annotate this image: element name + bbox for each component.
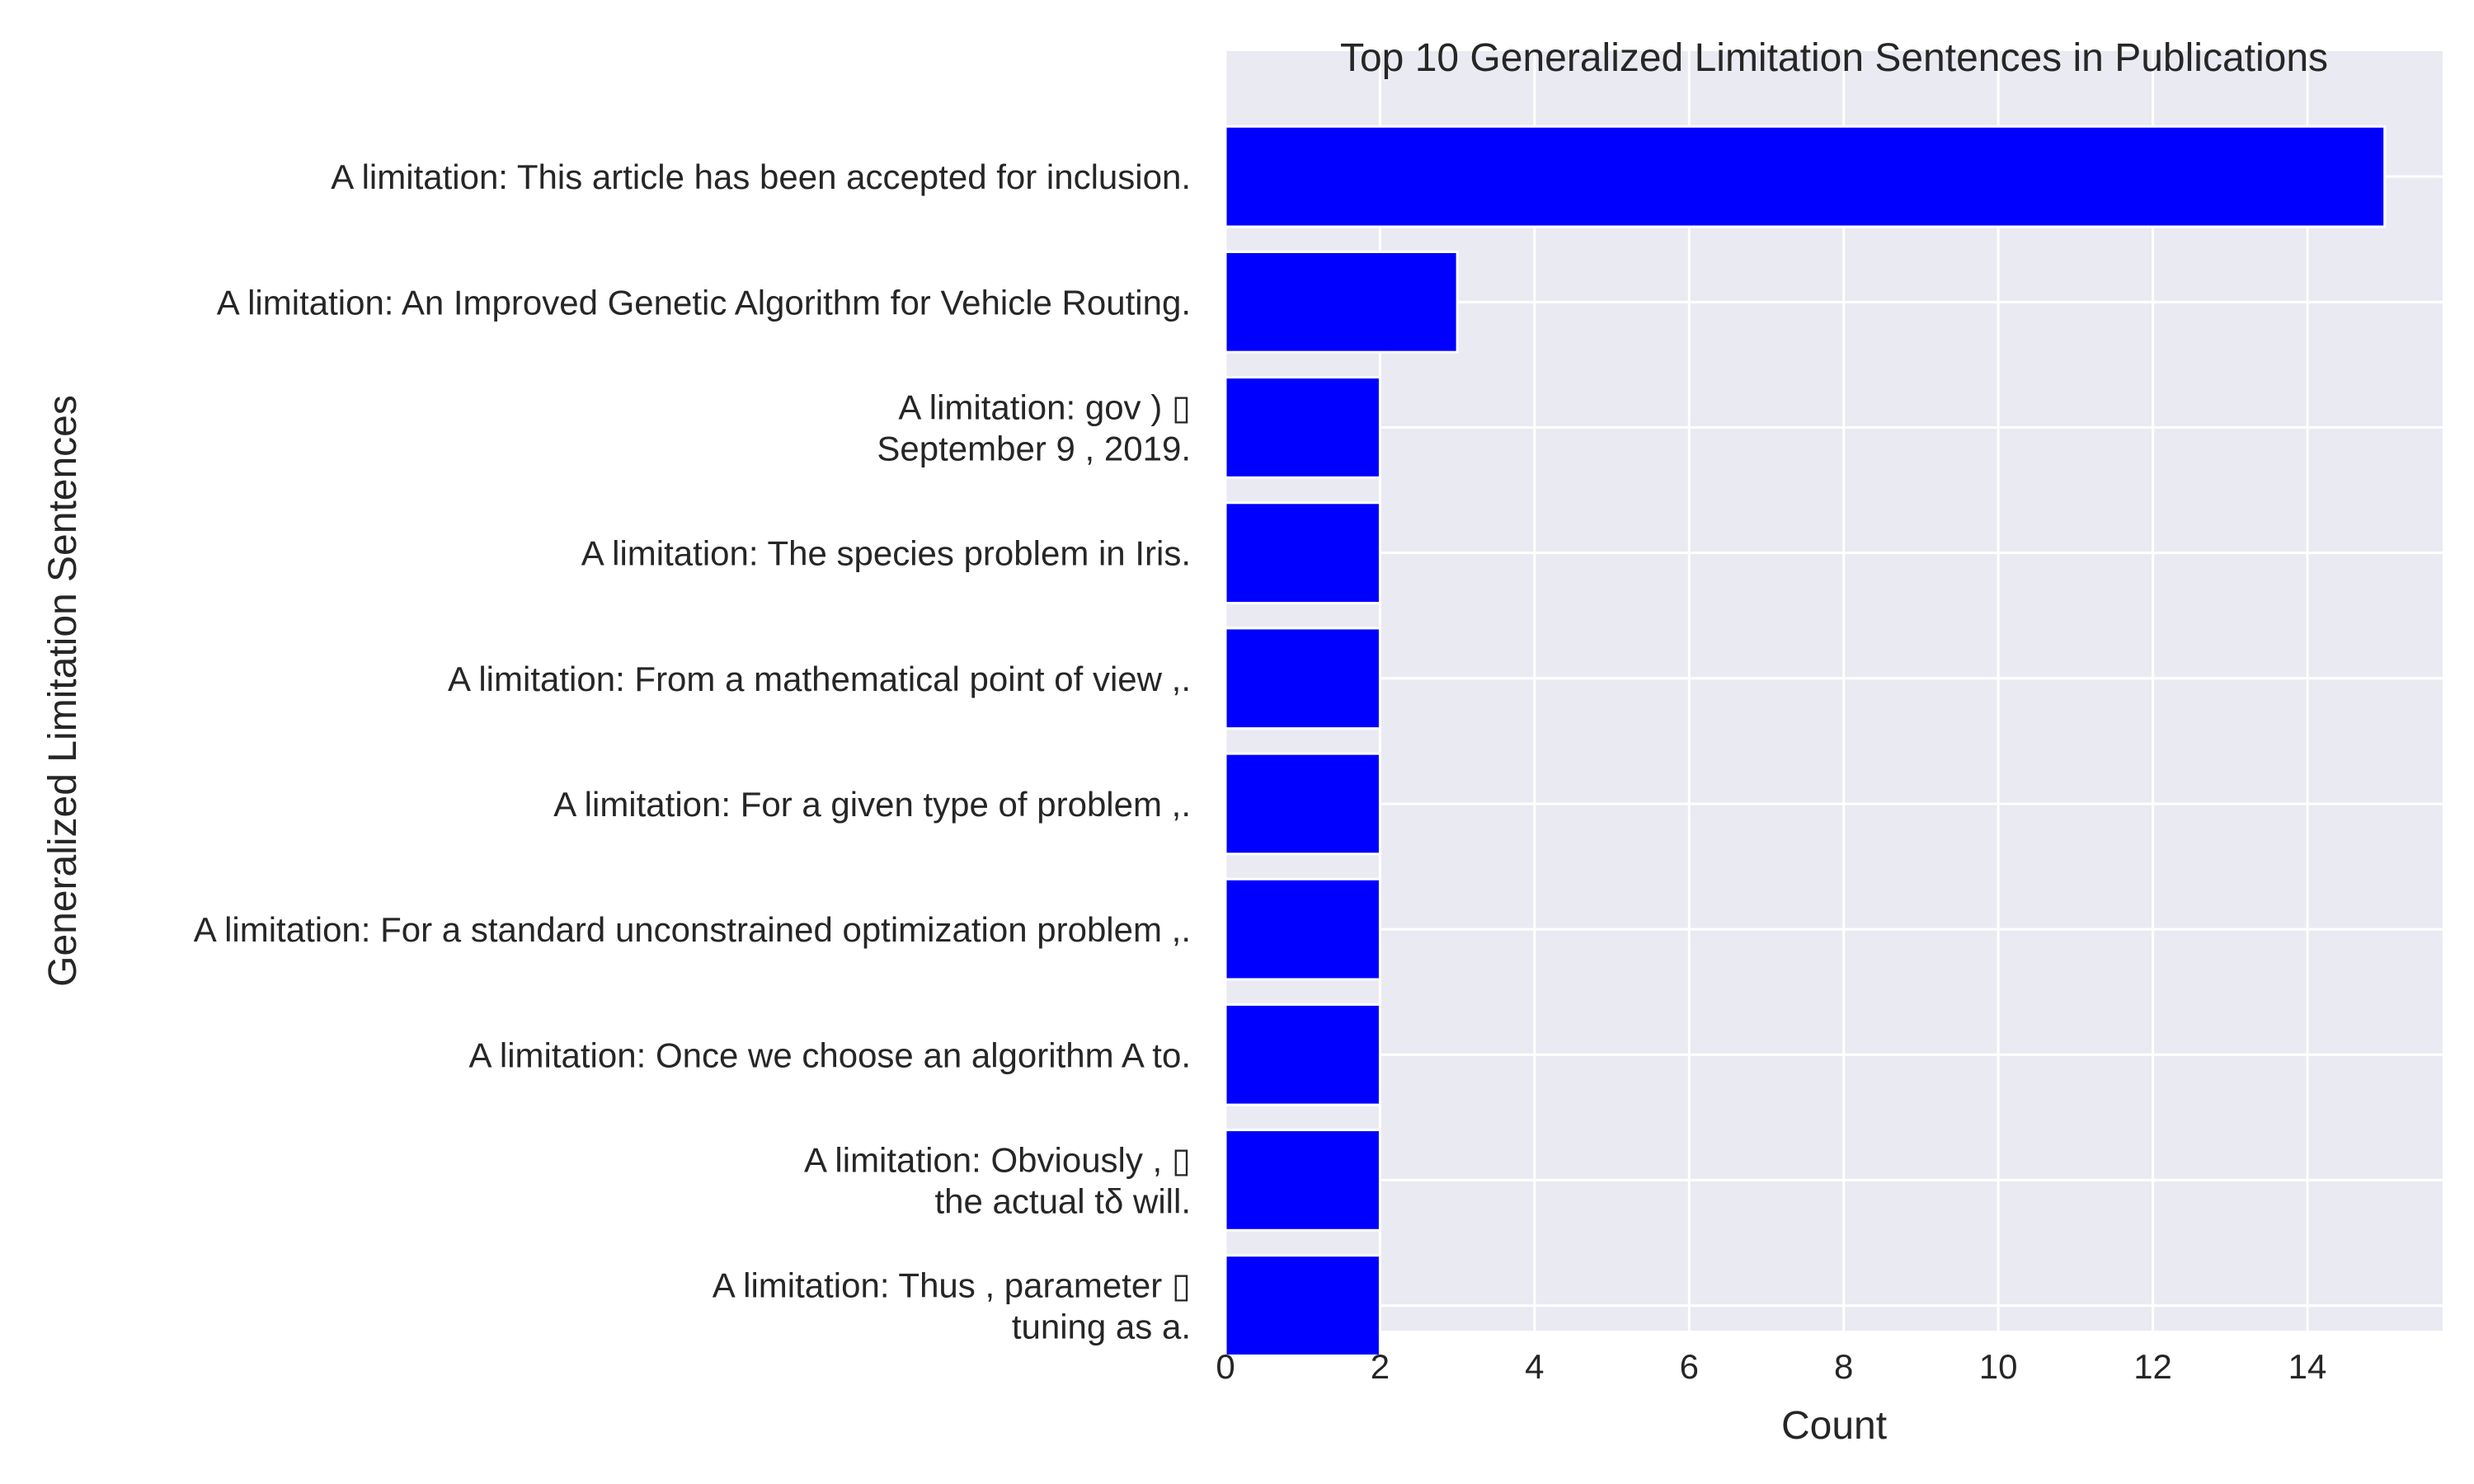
bar (1224, 877, 1381, 981)
category-label: A limitation: For a given type of proble… (553, 785, 1191, 824)
category-label: A limitation: Thus , parameter ▯ tuning a… (713, 1266, 1191, 1346)
category-label: A limitation: This article has been acce… (331, 157, 1191, 196)
category-label-line: A limitation: For a given type of proble… (553, 785, 1191, 824)
category-labels: A limitation: This article has been acce… (194, 157, 1191, 1345)
category-label-line: tuning as a. (1012, 1308, 1191, 1346)
category-label-line: A limitation: Thus , parameter ▯ (713, 1266, 1191, 1305)
category-label-line: A limitation: Once we choose an algorith… (469, 1036, 1191, 1074)
bar (1224, 752, 1381, 856)
bar (1224, 501, 1381, 604)
bar (1224, 1129, 1381, 1232)
category-label-line: A limitation: This article has been acce… (331, 157, 1191, 196)
x-tick-label: 12 (2133, 1347, 2172, 1386)
bar (1224, 1254, 1381, 1357)
bar (1224, 250, 1459, 354)
x-tick-label: 14 (2288, 1347, 2327, 1386)
bar (1224, 627, 1381, 730)
category-label: A limitation: The species problem in Iri… (581, 534, 1191, 573)
bar (1224, 124, 2387, 228)
category-label: A limitation: An Improved Genetic Algori… (217, 283, 1191, 322)
x-tick-label: 2 (1371, 1347, 1390, 1386)
category-label: A limitation: gov ) ▯ September 9 , 2019. (877, 387, 1191, 467)
category-label: A limitation: Once we choose an algorith… (469, 1036, 1191, 1074)
y-axis-label: Generalized Limitation Sentences (41, 395, 85, 987)
x-tick-labels: 0 2 4 6 8 10 12 14 (1216, 1347, 2326, 1386)
category-label-line: A limitation: From a mathematical point … (448, 660, 1191, 698)
category-label-line: A limitation: For a standard unconstrain… (194, 910, 1191, 949)
x-tick-label: 4 (1525, 1347, 1544, 1386)
category-label-line: A limitation: gov ) ▯ (898, 387, 1191, 426)
x-tick-label: 0 (1216, 1347, 1235, 1386)
category-label-line: September 9 , 2019. (877, 429, 1191, 467)
x-tick-label: 10 (1979, 1347, 2018, 1386)
bar (1224, 376, 1381, 479)
category-label-line: A limitation: An Improved Genetic Algori… (217, 283, 1191, 322)
category-label-line: A limitation: Obviously , ▯ (804, 1140, 1191, 1179)
plot-background (1225, 51, 2443, 1331)
category-label-line: A limitation: The species problem in Iri… (581, 534, 1191, 573)
category-label: A limitation: For a standard unconstrain… (194, 910, 1191, 949)
category-label: A limitation: Obviously , ▯ the actual tδ… (804, 1140, 1191, 1220)
bars (1224, 124, 2387, 1357)
x-tick-label: 8 (1834, 1347, 1853, 1386)
x-tick-label: 6 (1680, 1347, 1699, 1386)
x-axis-label: Count (1781, 1404, 1887, 1448)
bar (1224, 1003, 1381, 1106)
chart-title: Top 10 Generalized Limitation Sentences … (1340, 36, 2328, 80)
category-label-line: the actual tδ will. (934, 1181, 1191, 1220)
grid-lines (1224, 51, 2443, 1331)
category-label: A limitation: From a mathematical point … (448, 660, 1191, 698)
